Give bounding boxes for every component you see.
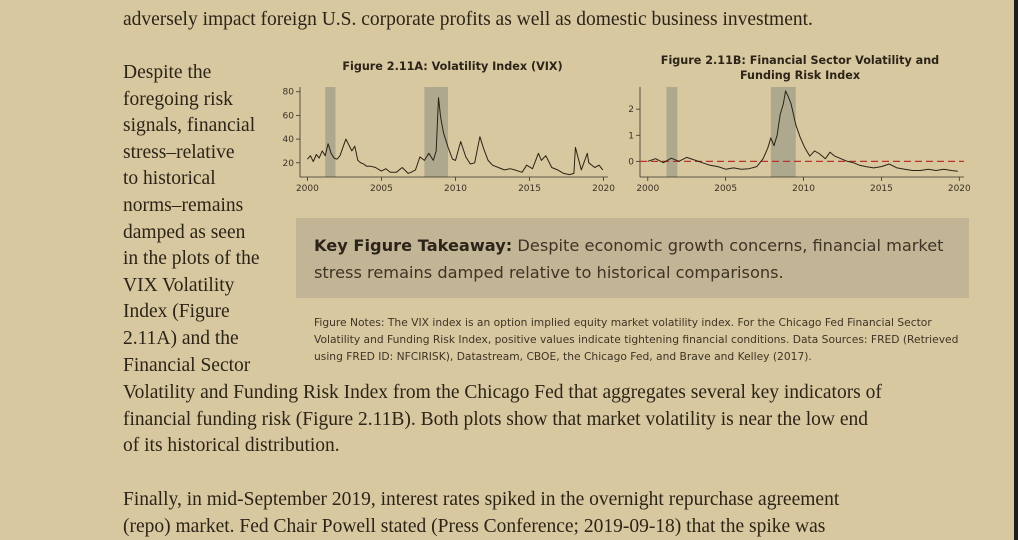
- wrapped-text-line: stress–relative: [123, 141, 235, 163]
- wrapped-text-line: Despite the: [123, 62, 212, 83]
- wrapped-text-line: in the plots of the: [123, 248, 260, 270]
- key-takeaway-text: Key Figure Takeaway: Despite economic gr…: [314, 232, 954, 286]
- window-edge: [1014, 0, 1018, 540]
- y-tick-label: 40: [283, 135, 295, 145]
- key-takeaway-box: Key Figure Takeaway: Despite economic gr…: [296, 218, 969, 298]
- recession-band: [770, 87, 796, 177]
- wrapped-text-line: norms–remains: [123, 195, 244, 216]
- wrapped-text-line: Financial Sector: [123, 354, 251, 376]
- key-takeaway-label: Key Figure Takeaway:: [314, 236, 513, 255]
- wrapped-text-line: 2.11A) and the: [123, 328, 239, 349]
- paragraph-line: Volatility and Funding Risk Index from t…: [123, 382, 882, 403]
- paragraph-line: financial funding risk (Figure 2.11B). B…: [123, 408, 869, 430]
- wrapped-text-line: foregoing risk: [123, 88, 233, 110]
- second-paragraph-line: Finally, in mid-September 2019, interest…: [123, 489, 840, 510]
- figure-2-11b-risk-index-chart: 2000 2005 2010 2015 2020 0 1 2: [628, 87, 970, 194]
- y-tick-label: 80: [283, 88, 295, 98]
- wrapped-text-line: Index (Figure: [123, 301, 230, 323]
- wrapped-text-line: to historical: [123, 168, 216, 190]
- series-line: [647, 90, 958, 172]
- y-tick-label: 1: [628, 131, 634, 141]
- x-tick-label: 2010: [444, 184, 467, 194]
- y-tick-label: 0: [628, 157, 634, 167]
- y-tick-label: 20: [283, 159, 295, 169]
- paragraph-line: of its historical distribution.: [123, 435, 340, 457]
- figure-notes: Figure Notes: The VIX index is an option…: [314, 316, 959, 363]
- key-takeaway-body: Despite economic growth concerns, financ…: [314, 236, 944, 282]
- wrapped-text-line: damped as seen: [123, 221, 246, 243]
- recession-band: [424, 87, 449, 177]
- wrapped-text-line: VIX Volatility: [123, 274, 235, 296]
- wrapped-text-line: signals, financial: [123, 115, 256, 137]
- series-line: [307, 97, 604, 176]
- x-tick-label: 2000: [296, 184, 319, 194]
- x-tick-label: 2000: [636, 184, 659, 194]
- recession-band: [325, 87, 336, 177]
- x-tick-label: 2020: [592, 184, 615, 194]
- x-tick-label: 2005: [714, 184, 737, 194]
- body-text-line-top: adversely impact foreign U.S. corporate …: [123, 9, 813, 30]
- figure-b-title: Figure 2.11B: Financial Sector Volatilit…: [660, 54, 940, 82]
- x-tick-label: 2005: [370, 184, 393, 194]
- x-tick-label: 2010: [792, 184, 815, 194]
- x-tick-label: 2020: [948, 184, 970, 194]
- y-tick-label: 60: [283, 111, 295, 121]
- y-tick-label: 2: [628, 105, 634, 115]
- figure-a-title: Figure 2.11A: Volatility Index (VIX): [342, 60, 563, 73]
- second-paragraph-line: (repo) market. Fed Chair Powell stated (…: [123, 515, 826, 537]
- x-tick-label: 2015: [870, 184, 893, 194]
- x-tick-label: 2015: [518, 184, 541, 194]
- recession-band: [666, 87, 678, 177]
